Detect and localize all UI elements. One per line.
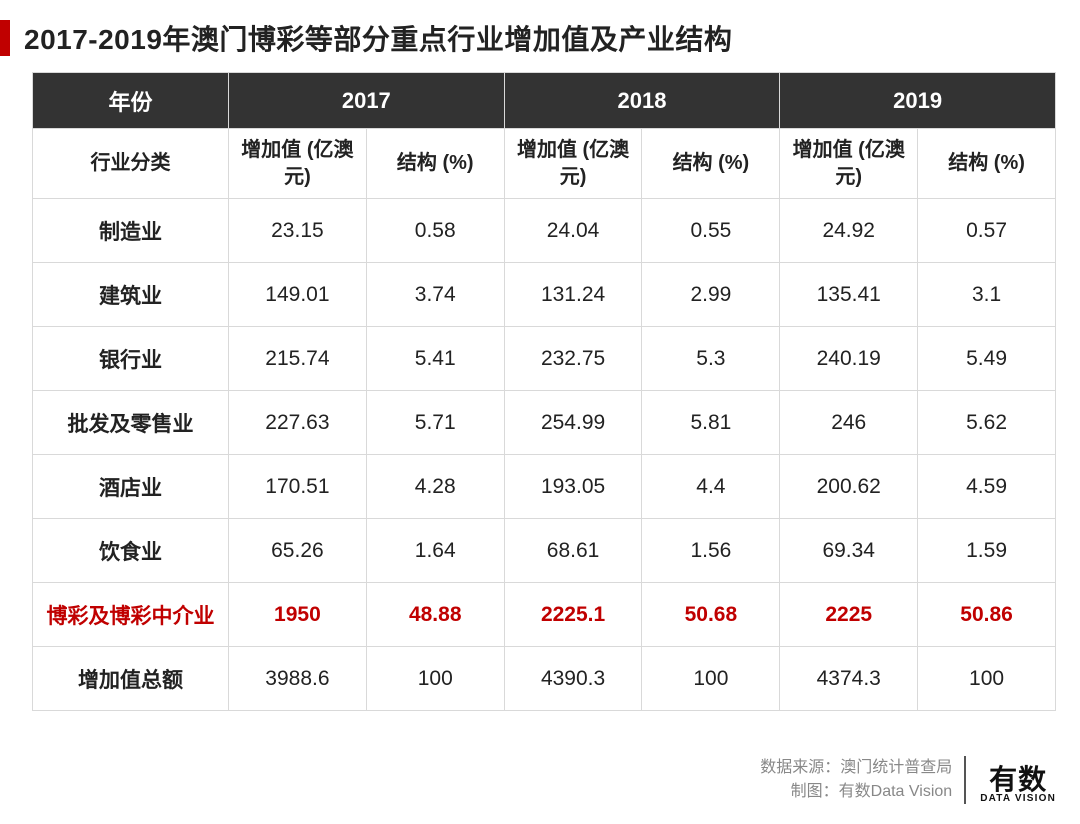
row-name: 饮食业 <box>33 519 229 583</box>
table-row: 酒店业170.514.28193.054.4200.624.59 <box>33 455 1056 519</box>
row-pct: 5.62 <box>918 391 1056 455</box>
row-value: 68.61 <box>504 519 642 583</box>
footer-source: 数据来源：澳门统计普查局 <box>760 756 952 780</box>
table-row: 博彩及博彩中介业195048.882225.150.68222550.86 <box>33 583 1056 647</box>
row-pct: 5.41 <box>366 327 504 391</box>
row-pct: 1.59 <box>918 519 1056 583</box>
row-name: 酒店业 <box>33 455 229 519</box>
row-pct: 48.88 <box>366 583 504 647</box>
row-pct: 4.59 <box>918 455 1056 519</box>
table-row: 建筑业149.013.74131.242.99135.413.1 <box>33 263 1056 327</box>
row-value: 149.01 <box>229 263 367 327</box>
row-pct: 4.4 <box>642 455 780 519</box>
row-pct: 100 <box>366 647 504 711</box>
table-body: 行业分类 增加值 (亿澳元) 结构 (%) 增加值 (亿澳元) 结构 (%) 增… <box>33 129 1056 711</box>
table-row: 增加值总额3988.61004390.31004374.3100 <box>33 647 1056 711</box>
header-year-2019: 2019 <box>780 73 1056 129</box>
row-value: 170.51 <box>229 455 367 519</box>
row-value: 65.26 <box>229 519 367 583</box>
row-pct: 3.74 <box>366 263 504 327</box>
row-value: 1950 <box>229 583 367 647</box>
industry-table: 年份 2017 2018 2019 行业分类 增加值 (亿澳元) 结构 (%) … <box>32 72 1056 711</box>
row-pct: 0.57 <box>918 199 1056 263</box>
row-value: 69.34 <box>780 519 918 583</box>
footer-text: 数据来源：澳门统计普查局 制图：有数Data Vision <box>760 756 966 804</box>
logo-en: DATA VISION <box>980 794 1056 804</box>
row-value: 227.63 <box>229 391 367 455</box>
row-pct: 5.71 <box>366 391 504 455</box>
row-pct: 0.55 <box>642 199 780 263</box>
row-name: 博彩及博彩中介业 <box>33 583 229 647</box>
row-value: 2225.1 <box>504 583 642 647</box>
header-year-2018: 2018 <box>504 73 780 129</box>
subheader-value: 增加值 (亿澳元) <box>229 129 367 199</box>
accent-block <box>0 20 10 56</box>
row-value: 240.19 <box>780 327 918 391</box>
row-pct: 5.49 <box>918 327 1056 391</box>
row-pct: 0.58 <box>366 199 504 263</box>
subheader-value: 增加值 (亿澳元) <box>504 129 642 199</box>
row-value: 4390.3 <box>504 647 642 711</box>
row-value: 200.62 <box>780 455 918 519</box>
header-year-2017: 2017 <box>229 73 505 129</box>
row-value: 24.92 <box>780 199 918 263</box>
footer-credit: 制图：有数Data Vision <box>760 780 952 804</box>
row-pct: 50.86 <box>918 583 1056 647</box>
header-year-label: 年份 <box>33 73 229 129</box>
row-pct: 4.28 <box>366 455 504 519</box>
logo: 有数 DATA VISION <box>980 766 1056 804</box>
row-name: 银行业 <box>33 327 229 391</box>
table-container: 年份 2017 2018 2019 行业分类 增加值 (亿澳元) 结构 (%) … <box>0 72 1080 711</box>
table-header: 年份 2017 2018 2019 <box>33 73 1056 129</box>
subheader-industry-label: 行业分类 <box>33 129 229 199</box>
row-value: 254.99 <box>504 391 642 455</box>
row-name: 增加值总额 <box>33 647 229 711</box>
row-pct: 3.1 <box>918 263 1056 327</box>
row-pct: 100 <box>918 647 1056 711</box>
table-row: 批发及零售业227.635.71254.995.812465.62 <box>33 391 1056 455</box>
subheader-value: 增加值 (亿澳元) <box>780 129 918 199</box>
row-value: 215.74 <box>229 327 367 391</box>
table-row: 银行业215.745.41232.755.3240.195.49 <box>33 327 1056 391</box>
row-name: 批发及零售业 <box>33 391 229 455</box>
row-pct: 50.68 <box>642 583 780 647</box>
logo-cn: 有数 <box>989 766 1047 794</box>
row-pct: 1.56 <box>642 519 780 583</box>
row-name: 制造业 <box>33 199 229 263</box>
row-value: 23.15 <box>229 199 367 263</box>
row-name: 建筑业 <box>33 263 229 327</box>
row-pct: 5.81 <box>642 391 780 455</box>
table-row: 饮食业65.261.6468.611.5669.341.59 <box>33 519 1056 583</box>
row-pct: 100 <box>642 647 780 711</box>
row-value: 246 <box>780 391 918 455</box>
row-pct: 1.64 <box>366 519 504 583</box>
table-subheader: 行业分类 增加值 (亿澳元) 结构 (%) 增加值 (亿澳元) 结构 (%) 增… <box>33 129 1056 199</box>
row-value: 232.75 <box>504 327 642 391</box>
table-row: 制造业23.150.5824.040.5524.920.57 <box>33 199 1056 263</box>
row-pct: 2.99 <box>642 263 780 327</box>
row-value: 193.05 <box>504 455 642 519</box>
row-value: 3988.6 <box>229 647 367 711</box>
row-value: 135.41 <box>780 263 918 327</box>
row-pct: 5.3 <box>642 327 780 391</box>
row-value: 2225 <box>780 583 918 647</box>
row-value: 131.24 <box>504 263 642 327</box>
subheader-pct: 结构 (%) <box>366 129 504 199</box>
footer: 数据来源：澳门统计普查局 制图：有数Data Vision 有数 DATA VI… <box>760 756 1056 804</box>
row-value: 4374.3 <box>780 647 918 711</box>
subheader-pct: 结构 (%) <box>918 129 1056 199</box>
title-bar: 2017-2019年澳门博彩等部分重点行业增加值及产业结构 <box>0 0 1080 72</box>
page-title: 2017-2019年澳门博彩等部分重点行业增加值及产业结构 <box>24 18 732 58</box>
row-value: 24.04 <box>504 199 642 263</box>
subheader-pct: 结构 (%) <box>642 129 780 199</box>
